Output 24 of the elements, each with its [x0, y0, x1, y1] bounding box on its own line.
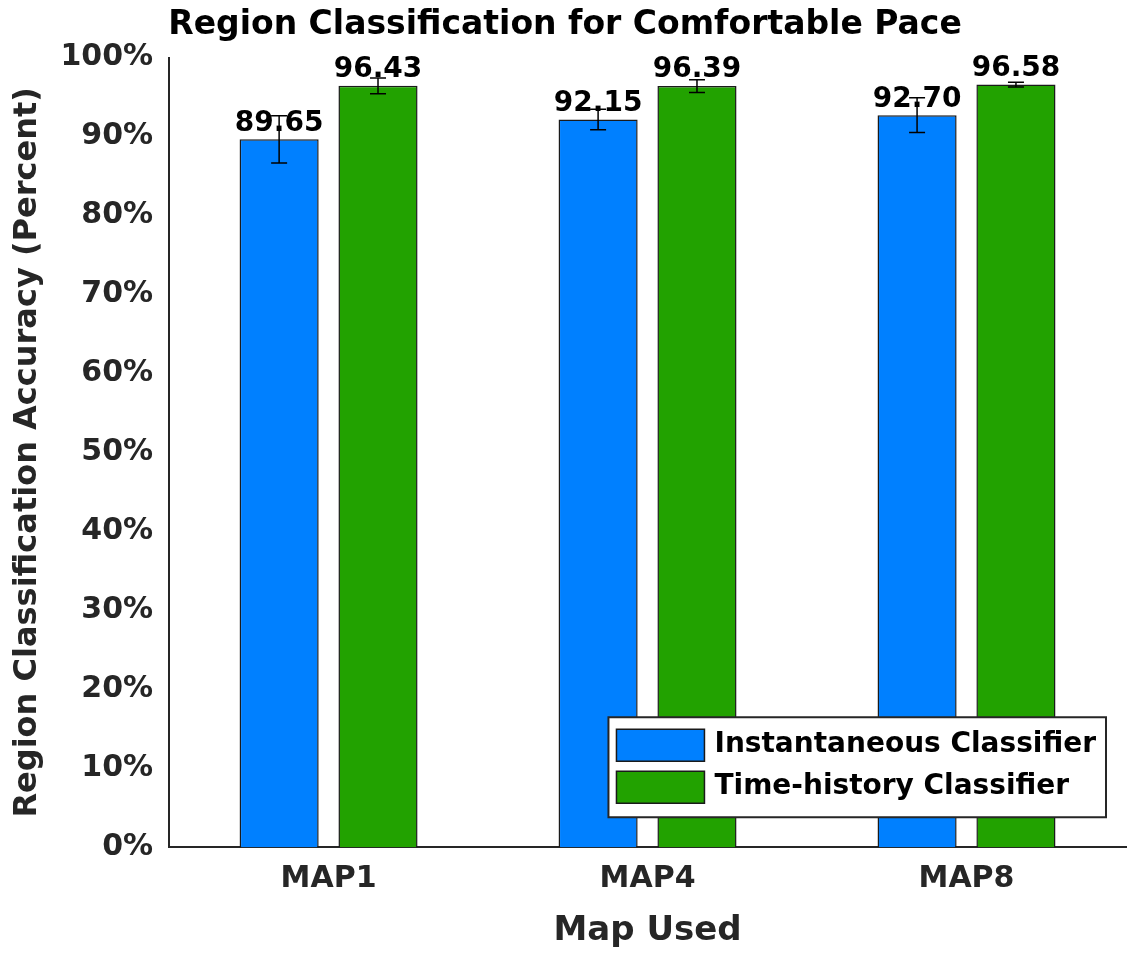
data-label: 96.39 — [652, 51, 742, 85]
y-tick-label: 60% — [81, 353, 154, 389]
x-tick-label: MAP4 — [599, 859, 696, 894]
legend-label: Instantaneous Classifier — [714, 726, 1097, 760]
legend-label: Time-history Classifier — [714, 768, 1070, 802]
x-axis-title: Map Used — [553, 908, 742, 949]
data-label: 92.70 — [872, 80, 962, 114]
y-tick-label: 0% — [102, 827, 154, 862]
x-tick-label: MAP1 — [280, 859, 377, 894]
y-tick-label: 10% — [81, 748, 154, 784]
y-tick-label: 100% — [60, 37, 154, 73]
y-axis-title: Region Classification Accuracy (Percent) — [5, 87, 44, 818]
chart-title: Region Classification for Comfortable Pace — [168, 3, 962, 43]
y-tick-label: 90% — [81, 116, 154, 152]
y-tick-label: 50% — [81, 432, 154, 468]
y-tick-label: 30% — [81, 590, 154, 626]
x-tick-label: MAP8 — [918, 859, 1015, 894]
data-label: 96.43 — [333, 51, 423, 85]
y-tick-label: 80% — [81, 195, 154, 231]
y-tick-label: 40% — [81, 511, 154, 547]
y-tick-label: 70% — [81, 274, 154, 310]
y-tick-label: 20% — [81, 669, 154, 705]
data-label: 96.58 — [971, 49, 1061, 83]
data-label: 92.15 — [553, 84, 643, 118]
